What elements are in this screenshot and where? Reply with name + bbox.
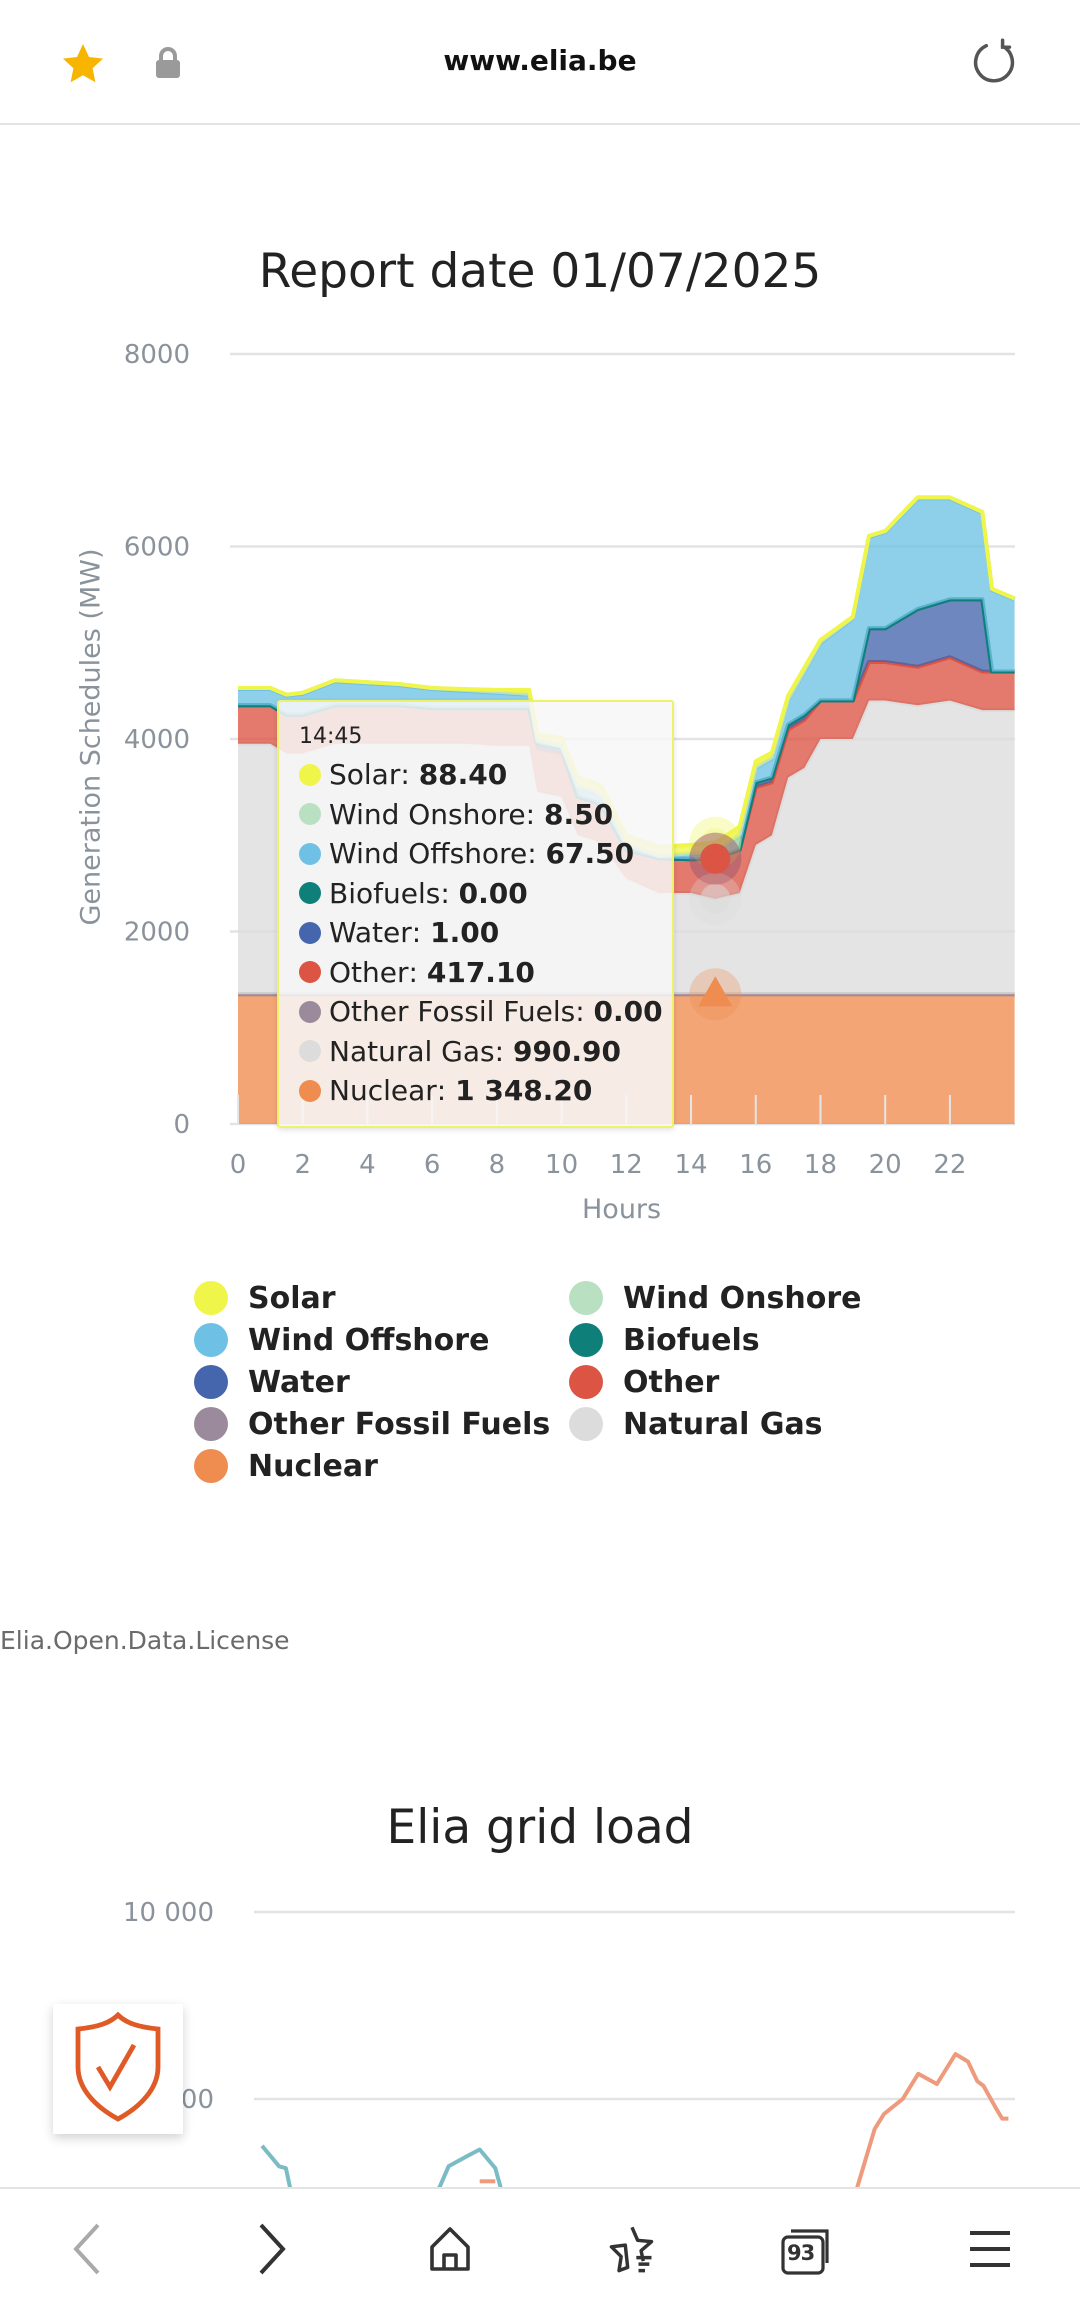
x-tick-label: 0 — [230, 1150, 247, 1180]
tooltip-label: Wind Offshore — [329, 837, 527, 870]
browser-bottom-nav: 93 — [0, 2187, 1080, 2314]
x-tick-label: 22 — [933, 1150, 966, 1180]
series-dot-icon — [299, 961, 321, 983]
series-dot-icon — [299, 922, 321, 944]
home-button[interactable] — [418, 2219, 482, 2283]
grid-load-line-1 — [853, 2054, 1009, 2202]
tooltip-sep: : — [409, 956, 427, 989]
series-dot-icon — [299, 764, 321, 786]
tooltip-sep: : — [440, 877, 458, 910]
series-dot-icon — [299, 843, 321, 865]
tooltip-value: 0.00 — [594, 995, 663, 1028]
shield-check-icon — [70, 2011, 166, 2127]
tooltip-label: Nuclear — [329, 1074, 437, 1107]
tooltip-row-wind-offshore: Wind Offshore: 67.50 — [299, 834, 672, 874]
star-list-icon — [606, 2223, 658, 2279]
tabs-button[interactable]: 93 — [776, 2219, 840, 2283]
hamburger-menu-icon — [968, 2229, 1012, 2273]
y-tick-label: 2000 — [124, 918, 190, 948]
tooltip-row-other: Other: 417.10 — [299, 953, 672, 993]
tooltip-sep: : — [437, 1074, 455, 1107]
x-tick-label: 8 — [489, 1150, 506, 1180]
y-tick-label: 0 — [173, 1110, 190, 1140]
tooltip-value: 0.00 — [459, 877, 528, 910]
series-dot-icon — [299, 1001, 321, 1023]
tooltip-label: Natural Gas — [329, 1035, 495, 1068]
tooltip-sep: : — [527, 837, 545, 870]
x-tick-label: 16 — [739, 1150, 772, 1180]
tooltip-sep: : — [575, 995, 593, 1028]
url-bar[interactable]: www.elia.be — [0, 44, 1080, 77]
tooltip-value: 88.40 — [419, 758, 508, 791]
x-tick-label: 20 — [869, 1150, 902, 1180]
y-tick-label: 6000 — [124, 533, 190, 563]
tooltip-value: 1 348.20 — [455, 1074, 592, 1107]
x-tick-label: 18 — [804, 1150, 837, 1180]
tooltip-label: Other — [329, 956, 409, 989]
chevron-right-icon — [257, 2223, 287, 2279]
tooltip-row-solar: Solar: 88.40 — [299, 755, 672, 795]
tooltip-row-natural-gas: Natural Gas: 990.90 — [299, 1032, 672, 1072]
y-tick-label: 8000 — [124, 340, 190, 370]
x-tick-label: 12 — [610, 1150, 643, 1180]
series-dot-icon — [299, 803, 321, 825]
x-tick-label: 10 — [545, 1150, 578, 1180]
series-dot-icon — [299, 1080, 321, 1102]
chevron-left-icon — [72, 2223, 102, 2279]
tooltip-sep: : — [412, 916, 430, 949]
x-tick-label: 14 — [674, 1150, 707, 1180]
tooltip-sep: : — [495, 1035, 513, 1068]
tooltip-label: Biofuels — [329, 877, 440, 910]
tooltip-time: 14:45 — [299, 724, 672, 749]
y-tick-label: 4000 — [124, 725, 190, 755]
tooltip-sep: : — [526, 798, 544, 831]
x-tick-label: 2 — [294, 1150, 311, 1180]
tooltip-label: Solar — [329, 758, 400, 791]
x-tick-label: 4 — [359, 1150, 376, 1180]
tooltip-value: 417.10 — [427, 956, 535, 989]
browser-top-bar: www.elia.be — [0, 0, 1080, 125]
tooltip-sep: : — [400, 758, 418, 791]
forward-button[interactable] — [240, 2219, 304, 2283]
tooltip-label: Water — [329, 916, 412, 949]
tooltip-row-biofuels: Biofuels: 0.00 — [299, 874, 672, 914]
tooltip-row-other-fossil-fuels: Other Fossil Fuels: 0.00 — [299, 992, 672, 1032]
y-tick-label: 10 000 — [123, 1898, 214, 1928]
hover-marker-other — [700, 844, 730, 874]
bookmarks-button[interactable] — [600, 2219, 664, 2283]
back-button[interactable] — [55, 2219, 119, 2283]
x-axis-label: Hours — [582, 1194, 661, 1225]
home-icon — [426, 2225, 474, 2277]
series-dot-icon — [299, 1040, 321, 1062]
hover-marker-natural-gas — [700, 884, 730, 914]
security-shield-button[interactable] — [53, 2004, 183, 2134]
tabs-count: 93 — [787, 2241, 814, 2265]
tooltip-row-wind-onshore: Wind Onshore: 8.50 — [299, 795, 672, 835]
menu-button[interactable] — [958, 2219, 1022, 2283]
reload-icon[interactable] — [969, 37, 1021, 93]
x-tick-label: 6 — [424, 1150, 441, 1180]
tooltip-value: 1.00 — [430, 916, 499, 949]
tabs-icon: 93 — [781, 2227, 835, 2275]
tooltip-value: 67.50 — [546, 837, 635, 870]
tooltip-label: Other Fossil Fuels — [329, 995, 575, 1028]
tooltip-value: 990.90 — [513, 1035, 621, 1068]
tooltip-row-nuclear: Nuclear: 1 348.20 — [299, 1071, 672, 1111]
series-dot-icon — [299, 882, 321, 904]
tooltip-value: 8.50 — [544, 798, 613, 831]
tooltip-row-water: Water: 1.00 — [299, 913, 672, 953]
tooltip-label: Wind Onshore — [329, 798, 526, 831]
